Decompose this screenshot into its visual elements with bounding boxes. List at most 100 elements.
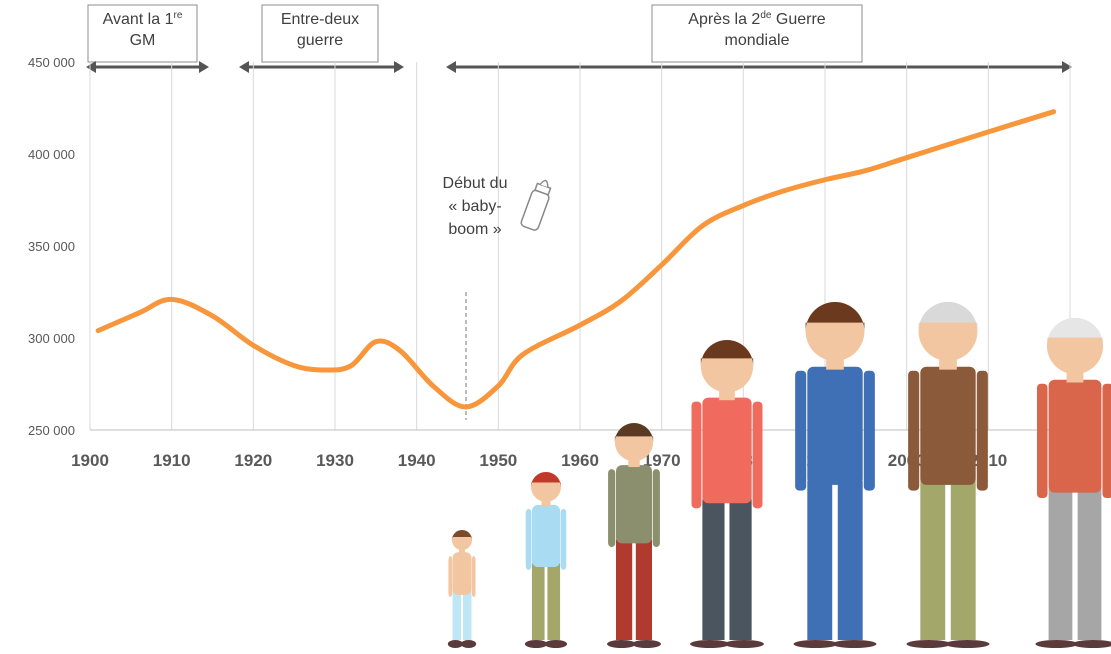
person-shoe	[544, 640, 568, 648]
person-arm	[908, 370, 920, 491]
person-shoe	[832, 640, 877, 648]
x-tick-label: 2000	[888, 451, 926, 470]
period-label-part: mondiale	[725, 32, 790, 49]
person-arm	[1036, 383, 1048, 499]
person-leg	[920, 480, 946, 640]
x-tick-label: 1920	[234, 451, 272, 470]
period-arrows	[86, 61, 1072, 73]
person-leg	[452, 591, 462, 640]
period-box	[651, 4, 863, 63]
person-hair	[531, 472, 561, 487]
person-shoe	[690, 640, 730, 648]
person-shoe	[1072, 640, 1111, 648]
period-label: Entre-deux	[281, 11, 359, 28]
person-leg	[462, 591, 472, 640]
person-hair	[805, 302, 865, 332]
person-shoe	[945, 640, 990, 648]
period-box	[261, 4, 379, 63]
people	[447, 302, 1111, 648]
layout	[86, 4, 1072, 420]
person-arm	[752, 401, 763, 509]
y-tick-label: 250 000	[28, 423, 75, 438]
person-leg	[547, 562, 561, 640]
period-label-part: Guerre	[771, 11, 825, 28]
period-label-part: Entre-deux	[281, 11, 359, 28]
y-tick-label: 400 000	[28, 147, 75, 162]
period-label: guerre	[297, 32, 343, 49]
person-leg	[1048, 488, 1073, 640]
period-label-part: guerre	[297, 32, 343, 49]
person-shoe	[461, 640, 477, 648]
person-leg	[950, 480, 976, 640]
person-hair	[451, 530, 473, 541]
y-tick-label: 300 000	[28, 331, 75, 346]
person-leg	[616, 539, 633, 640]
person-shoe	[724, 640, 764, 648]
person	[690, 340, 764, 648]
person-shoe	[793, 640, 838, 648]
person	[1035, 317, 1111, 648]
person	[793, 302, 877, 648]
period-label: GM	[130, 32, 156, 49]
x-tick-label: 1910	[153, 451, 191, 470]
x-tick-label: 1960	[561, 451, 599, 470]
person-leg	[807, 480, 833, 640]
period-label-part: GM	[130, 32, 156, 49]
annotation: Début du	[443, 175, 508, 192]
annotation: boom »	[448, 221, 501, 238]
person-leg	[531, 562, 545, 640]
person	[607, 423, 661, 648]
x-tick-label: 1900	[71, 451, 109, 470]
person-leg	[729, 499, 752, 640]
person-hair	[700, 340, 754, 367]
person-torso	[452, 552, 472, 596]
annotation: « baby-	[448, 198, 501, 215]
person-torso	[616, 465, 652, 544]
period-label-part: Après la 2	[688, 11, 760, 28]
period-box	[87, 4, 198, 63]
person-arm	[448, 556, 453, 597]
period-label-part: Avant la 1	[103, 11, 174, 28]
x-tick-label: 1940	[398, 451, 436, 470]
person-arm	[652, 469, 660, 548]
period-label-part: de	[760, 10, 772, 21]
person-hair	[614, 423, 654, 443]
y-tick-label: 450 000	[28, 55, 75, 70]
person-shoe	[1035, 640, 1078, 648]
person-hair	[918, 302, 978, 332]
person-shoe	[607, 640, 636, 648]
person-torso	[807, 366, 863, 485]
person-torso	[531, 504, 561, 567]
person-leg	[635, 539, 652, 640]
period-label: Avant la 1re	[103, 10, 183, 28]
x-tick-label: 1950	[479, 451, 517, 470]
bottle-icon	[520, 179, 552, 231]
person-arm	[863, 370, 875, 491]
person-shoe	[447, 640, 463, 648]
person-arm	[525, 508, 532, 570]
person-leg	[702, 499, 725, 640]
person-arm	[471, 556, 476, 597]
period-label-part: re	[173, 10, 182, 21]
person-shoe	[632, 640, 661, 648]
person-arm	[608, 469, 616, 548]
person-torso	[920, 366, 976, 485]
person-neck	[541, 497, 551, 507]
x-tick-label: 1970	[643, 451, 681, 470]
period-label: Après la 2de Guerre	[688, 10, 826, 28]
person-shoe	[524, 640, 548, 648]
person-shoe	[906, 640, 951, 648]
y-tick-label: 350 000	[28, 239, 75, 254]
person	[447, 530, 477, 648]
person-arm	[560, 508, 567, 570]
person-torso	[1048, 379, 1102, 493]
person-arm	[691, 401, 702, 509]
person-arm	[976, 370, 988, 491]
person-hair	[1046, 317, 1104, 347]
person-leg	[1077, 488, 1102, 640]
data-line	[95, 109, 1057, 410]
period-label: mondiale	[725, 32, 790, 49]
person-leg	[837, 480, 863, 640]
person	[906, 302, 990, 648]
